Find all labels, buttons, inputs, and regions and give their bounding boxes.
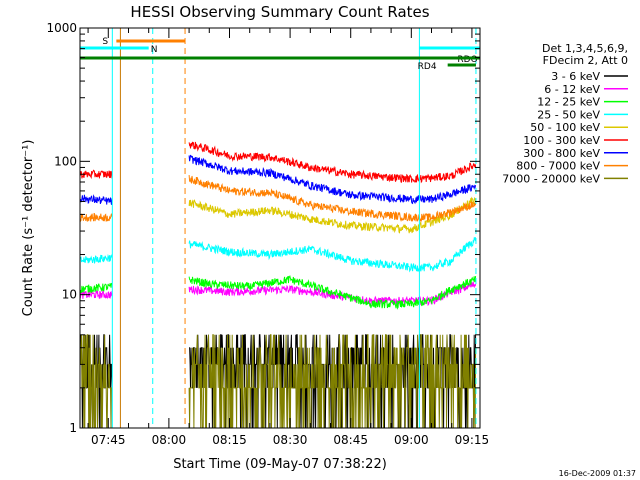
legend-label-7000-20000-kev: 7000 - 20000 keV bbox=[502, 172, 600, 185]
y-tick-label: 10 bbox=[62, 288, 77, 302]
data-layer bbox=[79, 141, 477, 429]
legend-label-3-6-kev: 3 - 6 keV bbox=[551, 70, 600, 83]
series-12-25-kev bbox=[79, 282, 113, 294]
flag-label-rdo: RDO bbox=[457, 55, 477, 65]
legend-label-100-300-kev: 100 - 300 keV bbox=[523, 134, 600, 147]
x-tick-label: 09:00 bbox=[394, 433, 429, 447]
x-tick-label: 07:45 bbox=[91, 433, 126, 447]
series-7000-20000-kev bbox=[188, 334, 477, 429]
legend-label-800-7000-kev: 800 - 7000 keV bbox=[516, 160, 600, 173]
y-tick-label: 1000 bbox=[46, 21, 77, 35]
y-tick-label: 1 bbox=[69, 421, 77, 435]
legend-label-50-100-kev: 50 - 100 keV bbox=[530, 121, 600, 134]
series-800-7000-kev bbox=[79, 212, 113, 223]
series-50-100-kev bbox=[188, 196, 477, 234]
flag-label-rd4: RD4 bbox=[418, 62, 437, 72]
legend-label-6-12-kev: 6 - 12 keV bbox=[544, 83, 600, 96]
flag-label-s: S bbox=[102, 37, 108, 47]
plot-frame bbox=[79, 27, 481, 429]
chart-title: HESSI Observing Summary Count Rates bbox=[130, 3, 429, 21]
series-6-12-kev bbox=[188, 281, 477, 307]
series-25-50-kev bbox=[79, 253, 113, 265]
legend-header-line: Det 1,3,4,5,6,9, bbox=[542, 42, 628, 55]
series-100-300-kev bbox=[188, 141, 477, 184]
x-tick-label: 08:45 bbox=[333, 433, 368, 447]
y-axis-label: Count Rate (s⁻¹ detector⁻¹) bbox=[21, 140, 36, 317]
series-25-50-kev bbox=[188, 236, 477, 273]
flag-label-n: N bbox=[151, 45, 158, 55]
vertical-markers bbox=[111, 28, 477, 428]
timestamp: 16-Dec-2009 01:37 bbox=[559, 469, 636, 478]
series-800-7000-kev bbox=[188, 175, 477, 222]
y-tick-label: 100 bbox=[54, 154, 77, 168]
x-tick-label: 08:00 bbox=[152, 433, 187, 447]
x-tick-label: 09:15 bbox=[455, 433, 490, 447]
axes: 1 10 100 1000 07:45 08:00 08:15 08:30 08:45 09:00… bbox=[46, 21, 489, 447]
series-300-800-kev bbox=[188, 154, 477, 205]
series-12-25-kev bbox=[188, 274, 477, 310]
x-axis-label: Start Time (09-May-07 07:38:22) bbox=[173, 457, 387, 472]
series-6-12-kev bbox=[79, 289, 113, 300]
legend-label-25-50-kev: 25 - 50 keV bbox=[537, 108, 600, 121]
series-100-300-kev bbox=[79, 169, 113, 180]
x-tick-label: 08:15 bbox=[212, 433, 247, 447]
legend-label-12-25-kev: 12 - 25 keV bbox=[537, 96, 600, 109]
flag-bars: S N RDO RD4 bbox=[80, 37, 480, 72]
legend-header-line: FDecim 2, Att 0 bbox=[543, 54, 628, 67]
series-300-800-kev bbox=[79, 194, 113, 205]
legend-label-300-800-kev: 300 - 800 keV bbox=[523, 147, 600, 160]
x-tick-label: 08:30 bbox=[273, 433, 308, 447]
legend: Det 1,3,4,5,6,9,FDecim 2, Att 0 3 - 6 keV… bbox=[502, 42, 628, 185]
